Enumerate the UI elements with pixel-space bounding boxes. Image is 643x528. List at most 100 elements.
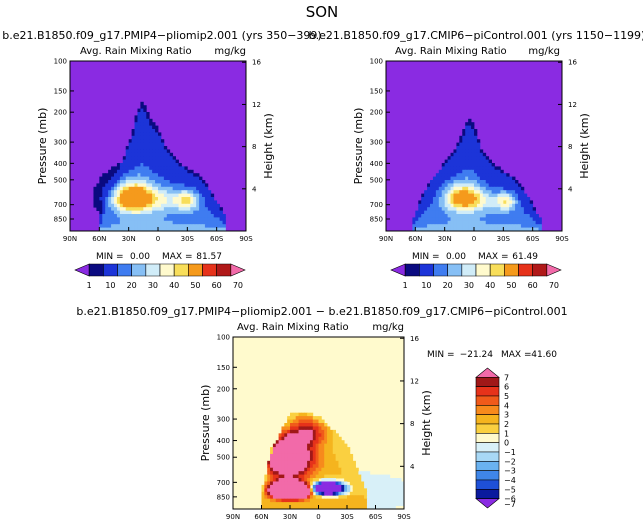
- contour-cell: [304, 433, 308, 438]
- contour-cell: [99, 190, 103, 194]
- contour-cell: [435, 200, 440, 205]
- contour-cell: [309, 457, 314, 462]
- contour-cell: [184, 217, 188, 222]
- contour-cell: [261, 484, 265, 489]
- contour-cell: [465, 220, 469, 225]
- contour-cell: [292, 453, 297, 458]
- contour-cell: [281, 478, 285, 482]
- height-tick-label: 12: [410, 377, 419, 385]
- contour-cell: [494, 203, 498, 208]
- contour-cell: [341, 495, 345, 500]
- contour-cell: [125, 152, 130, 157]
- x-tick-label: 90S: [397, 513, 411, 521]
- contour-cell: [329, 471, 334, 475]
- contour-cell: [143, 169, 147, 174]
- contour-cell: [108, 193, 112, 198]
- contour-cell: [444, 193, 448, 198]
- contour-cell: [190, 227, 194, 232]
- contour-cell: [137, 186, 141, 191]
- contour-cell: [529, 207, 534, 211]
- contour-cell: [108, 210, 112, 215]
- contour-cell: [99, 220, 103, 225]
- contour-cell: [152, 183, 156, 188]
- contour-cell: [149, 193, 153, 198]
- contour-cell: [515, 197, 519, 201]
- contour-cell: [267, 460, 271, 465]
- contour-cell: [99, 197, 103, 201]
- contour-cell: [384, 498, 388, 503]
- contour-cell: [108, 203, 112, 208]
- contour-cell: [131, 173, 135, 177]
- contour-cell: [278, 491, 282, 496]
- contour-cell: [427, 214, 431, 218]
- contour-cell: [366, 491, 371, 496]
- contour-cell: [378, 481, 382, 486]
- contour-cell: [108, 169, 112, 174]
- contour-cell: [506, 183, 510, 188]
- contour-cell: [166, 166, 171, 171]
- height-tick-label: 16: [252, 59, 261, 67]
- contour-fill: [412, 118, 542, 232]
- contour-cell: [134, 129, 138, 133]
- contour-cell: [111, 224, 115, 228]
- contour-cell: [424, 210, 428, 215]
- contour-cell: [474, 173, 478, 177]
- contour-cell: [202, 180, 206, 184]
- contour-cell: [278, 464, 282, 469]
- contour-cell: [395, 488, 399, 493]
- contour-cell: [532, 220, 536, 225]
- y-tick-label: 150: [217, 364, 230, 372]
- contour-cell: [364, 471, 368, 475]
- contour-cell: [155, 159, 159, 164]
- contour-cell: [116, 207, 121, 211]
- contour-cell: [447, 186, 451, 191]
- contour-cell: [335, 436, 339, 441]
- contour-cell: [284, 467, 288, 472]
- contour-cell: [532, 224, 536, 228]
- contour-cell: [298, 491, 302, 496]
- contour-cell: [503, 220, 507, 225]
- contour-cell: [213, 200, 218, 205]
- contour-cell: [131, 149, 135, 154]
- contour-cell: [441, 173, 446, 177]
- contour-cell: [187, 200, 191, 205]
- contour-cell: [155, 125, 159, 130]
- contour-cell: [202, 227, 206, 232]
- x-tick-label: 60N: [92, 235, 106, 243]
- contour-cell: [485, 207, 490, 211]
- contour-cell: [459, 149, 463, 154]
- contour-cell: [163, 176, 168, 181]
- contour-cell: [503, 214, 507, 218]
- contour-cell: [485, 166, 490, 171]
- contour-cell: [366, 502, 371, 506]
- contour-cell: [190, 176, 194, 181]
- contour-cell: [175, 220, 179, 225]
- contour-cell: [295, 440, 299, 445]
- contour-cell: [462, 186, 466, 191]
- contour-cell: [193, 173, 197, 177]
- contour-cell: [485, 163, 490, 167]
- contour-cell: [272, 460, 277, 465]
- contour-cell: [462, 200, 466, 205]
- contour-cell: [515, 200, 519, 205]
- contour-cell: [500, 200, 504, 205]
- contour-cell: [193, 220, 197, 225]
- contour-cell: [307, 488, 311, 493]
- contour-cell: [327, 426, 331, 431]
- contour-cell: [482, 169, 487, 174]
- contour-cell: [474, 129, 478, 133]
- contour-cell: [128, 166, 132, 171]
- contour-cell: [187, 176, 191, 181]
- contour-cell: [210, 227, 215, 232]
- contour-cell: [497, 186, 501, 191]
- contour-cell: [341, 453, 345, 458]
- contour-cell: [281, 488, 285, 493]
- contour-cell: [341, 481, 345, 486]
- contour-cell: [275, 498, 279, 503]
- contour-cell: [278, 433, 282, 438]
- contour-cell: [462, 166, 466, 171]
- contour-cell: [301, 481, 305, 486]
- contour-cell: [125, 203, 130, 208]
- contour-cell: [287, 505, 291, 510]
- contour-cell: [476, 173, 481, 177]
